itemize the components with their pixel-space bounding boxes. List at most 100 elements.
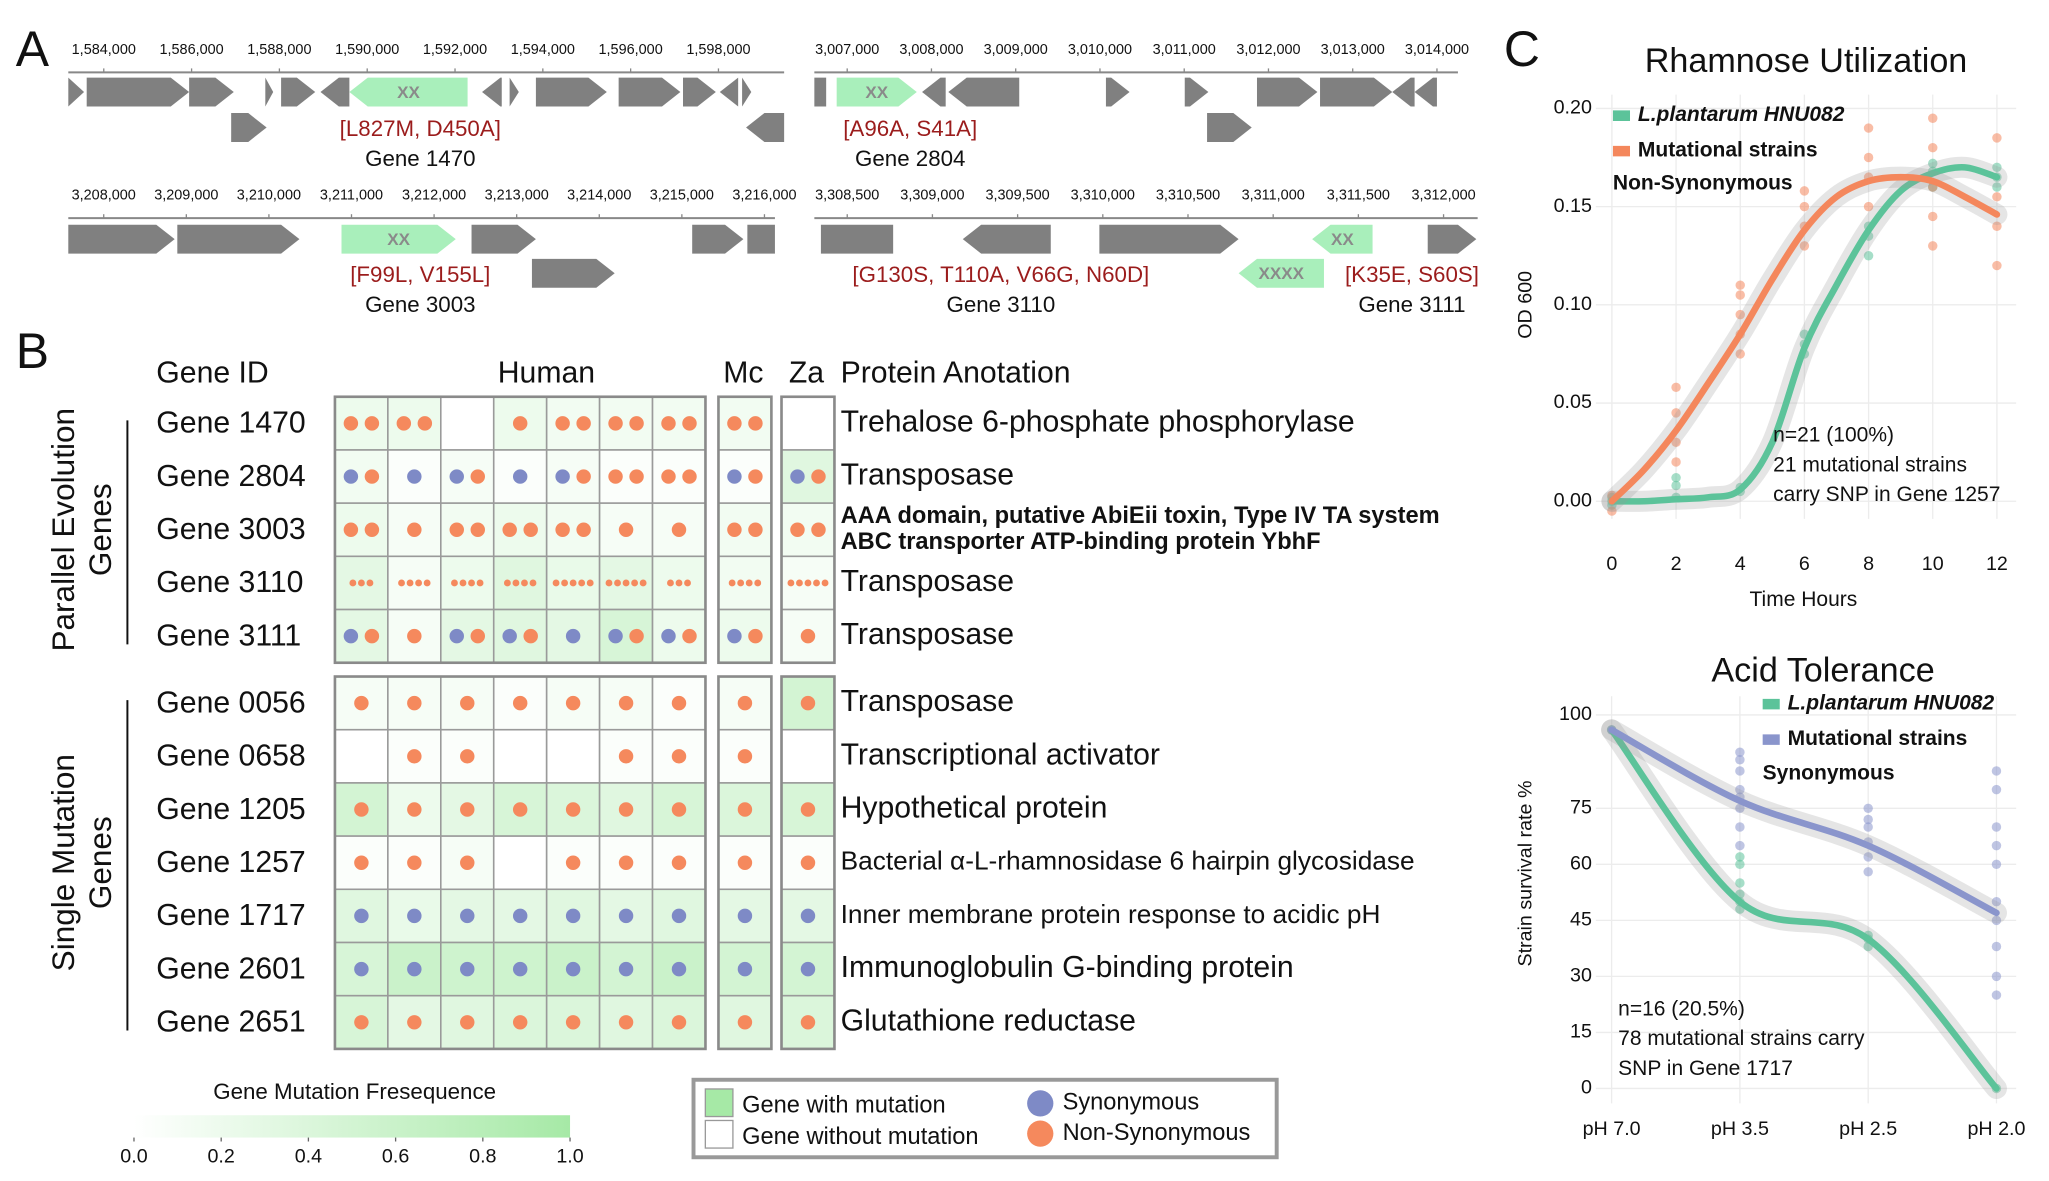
data-point <box>1607 506 1617 516</box>
panel-letter: C <box>1504 21 1540 77</box>
data-point <box>1735 290 1745 300</box>
y-tick-label: 45 <box>1570 909 1592 931</box>
non-synonymous-dot <box>354 855 369 870</box>
non-synonymous-dot <box>608 469 623 484</box>
non-synonymous-dot <box>565 1015 581 1030</box>
gene-id: Gene 3111 <box>156 619 301 652</box>
data-point <box>1735 349 1745 359</box>
gene-arrow <box>1105 77 1130 107</box>
non-synonymous-dot <box>796 579 803 587</box>
data-point <box>1863 201 1874 212</box>
legend-label: Gene with mutation <box>742 1092 946 1118</box>
non-synonymous-dot <box>639 579 647 587</box>
column-header: Human <box>498 356 595 389</box>
non-synonymous-dot <box>605 579 613 587</box>
synonymous-dot <box>449 628 464 644</box>
x-tick-label: pH 2.0 <box>1967 1118 2025 1140</box>
data-point <box>1991 859 2002 870</box>
gene-id: Gene 2804 <box>156 460 305 493</box>
non-synonymous-dot <box>618 695 634 711</box>
heatmap-cell <box>492 608 548 664</box>
heatmap-cell <box>598 608 654 664</box>
mutation-marker: XX <box>1331 230 1354 249</box>
x-tick-label: 0 <box>1606 553 1617 575</box>
non-synonymous-dot <box>578 579 586 587</box>
gene-label: Gene 2804 <box>855 146 965 171</box>
non-synonymous-dot <box>364 522 380 537</box>
synonymous-dot <box>565 628 581 644</box>
data-point <box>1991 990 2002 1000</box>
x-tick-label: 3,309,500 <box>985 188 1049 204</box>
synonymous-dot <box>460 908 475 924</box>
series-line <box>1608 726 2000 917</box>
colorbar-tick-label: 0.0 <box>120 1145 147 1167</box>
synonymous-dot <box>407 908 422 924</box>
data-point <box>1671 437 1681 448</box>
x-tick-label: 1,592,000 <box>423 42 487 58</box>
heatmap-cell <box>440 555 495 611</box>
colorbar-tick-label: 0.8 <box>469 1145 496 1167</box>
non-synonymous-dot <box>521 579 528 587</box>
x-tick-label: pH 2.5 <box>1839 1118 1897 1140</box>
non-synonymous-dot <box>354 695 369 711</box>
y-tick-label: 15 <box>1570 1021 1592 1043</box>
colorbar-tick-label: 0.2 <box>207 1145 234 1167</box>
gene-arrow <box>320 77 350 107</box>
y-tick-label: 75 <box>1570 797 1592 819</box>
non-synonymous-dot <box>398 579 405 587</box>
non-synonymous-dot <box>470 628 485 644</box>
non-synonymous-dot <box>661 416 676 431</box>
non-synonymous-dot <box>618 522 634 537</box>
heatmap-cell <box>717 555 773 611</box>
data-point <box>1992 162 2002 173</box>
non-synonymous-dot <box>407 1015 422 1030</box>
data-point <box>1863 852 1873 862</box>
data-point <box>1799 201 1810 212</box>
heatmap-cell <box>717 502 773 558</box>
x-tick-label: 3,014,000 <box>1405 42 1469 58</box>
gene-id: Gene 1470 <box>156 407 305 440</box>
non-synonymous-dot <box>407 628 422 644</box>
non-synonymous-dot <box>343 416 359 431</box>
non-synonymous-dot <box>460 802 475 817</box>
heatmap-cell <box>545 728 601 784</box>
synonymous-dot <box>790 469 805 484</box>
y-tick-label: 100 <box>1559 703 1592 725</box>
block-border <box>717 675 773 1051</box>
x-tick-label: 3,309,000 <box>900 188 964 204</box>
data-point <box>1992 133 2002 143</box>
gene-arrow <box>820 224 894 254</box>
non-synonymous-dot <box>748 522 763 537</box>
non-synonymous-dot <box>737 749 753 764</box>
data-point <box>1863 814 1873 825</box>
block-border <box>780 395 836 665</box>
non-synonymous-dot <box>800 855 816 870</box>
non-synonymous-dot <box>671 1015 687 1030</box>
x-tick-label: 3,216,000 <box>732 188 796 204</box>
synonymous-dot <box>512 908 528 924</box>
gene-arrow <box>742 77 752 107</box>
non-synonymous-dot <box>364 416 380 431</box>
gene-arrow <box>281 77 316 107</box>
non-synonymous-dot <box>821 579 829 587</box>
non-synonymous-dot <box>459 579 467 587</box>
x-tick-label: 1,584,000 <box>72 42 136 58</box>
gene-arrow <box>692 224 744 254</box>
data-point <box>1991 971 2002 982</box>
non-synonymous-dot <box>748 469 763 484</box>
gene-arrow <box>962 224 1051 254</box>
column-header: Za <box>789 356 824 389</box>
non-synonymous-dot <box>366 579 374 587</box>
non-synonymous-dot <box>631 579 639 587</box>
gene-id: Gene 3003 <box>156 513 305 546</box>
heatmap-cell <box>492 728 548 784</box>
synonymous-dot <box>661 628 676 644</box>
gene-arrow <box>535 77 607 107</box>
non-synonymous-dot <box>754 579 762 587</box>
x-tick-label: 3,007,000 <box>815 42 879 58</box>
data-point <box>1991 766 2002 776</box>
mutated-gene <box>836 77 917 107</box>
mutation-list: [F99L, V155L] <box>350 262 490 287</box>
